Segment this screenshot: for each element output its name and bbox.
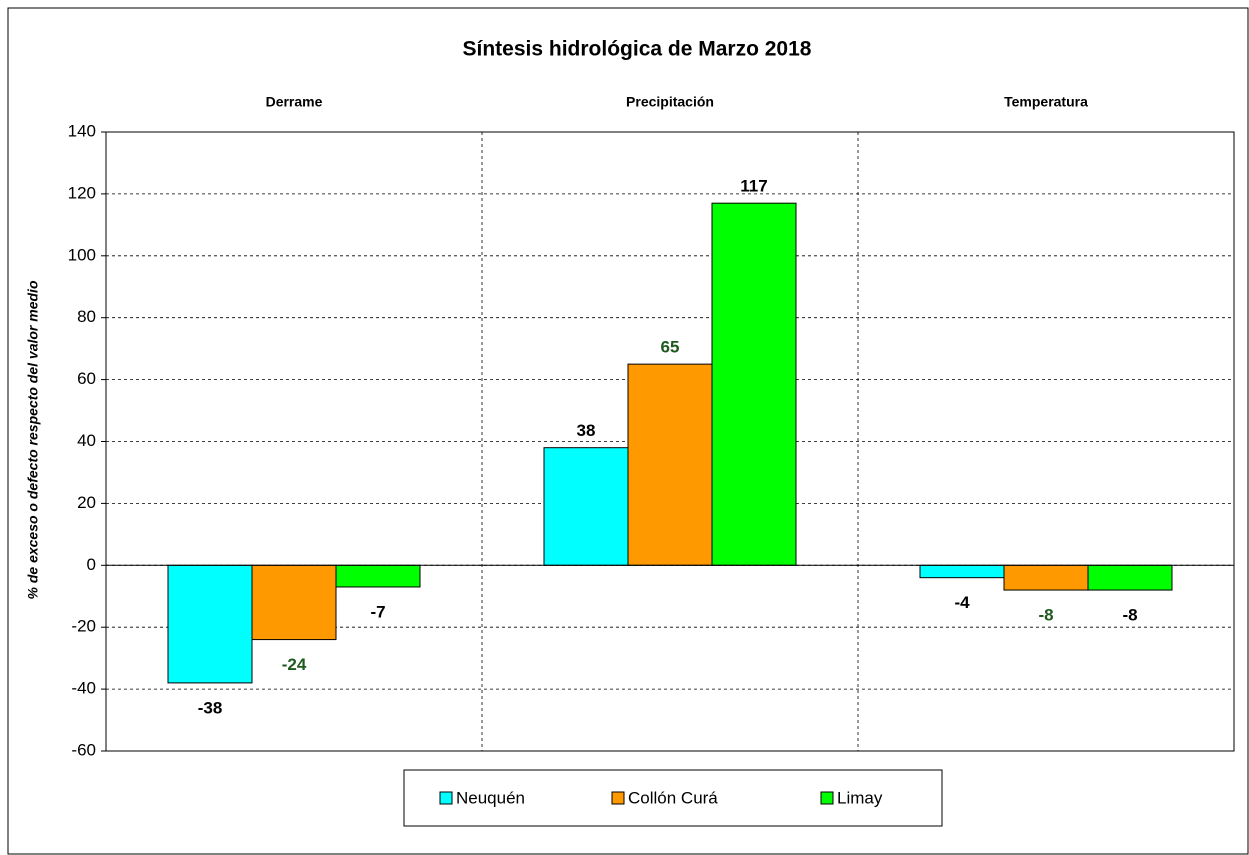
- y-tick-label: -40: [71, 679, 96, 698]
- category-label: Precipitación: [626, 94, 714, 110]
- bar: [167, 564, 253, 684]
- legend-swatch: [611, 791, 625, 805]
- y-tick-label: 20: [77, 493, 96, 512]
- category-label: Derrame: [266, 94, 323, 110]
- y-tick-label: 80: [77, 307, 96, 326]
- data-label: 117: [740, 177, 767, 196]
- y-tick-label: -20: [71, 617, 96, 636]
- data-label: -24: [282, 655, 307, 674]
- data-label: 38: [577, 421, 596, 440]
- y-tick-label: 0: [87, 555, 96, 574]
- y-tick-label: 60: [77, 369, 96, 388]
- y-tick-label: 100: [68, 245, 96, 264]
- data-label: -8: [1038, 606, 1053, 625]
- legend-label: Neuquén: [456, 788, 525, 807]
- legend-swatch: [439, 791, 453, 805]
- data-label: -38: [198, 698, 223, 717]
- y-tick-label: 120: [68, 183, 96, 202]
- y-axis-label: % de exceso o defecto respecto del valor…: [25, 280, 41, 599]
- legend-label: Limay: [837, 788, 883, 807]
- plot-border: [105, 131, 1235, 752]
- y-tick-label: 140: [68, 121, 96, 140]
- bar: [335, 564, 421, 588]
- legend-box: [403, 769, 943, 827]
- legend-swatch: [820, 791, 834, 805]
- bar: [543, 447, 629, 566]
- category-label: Temperatura: [1004, 94, 1088, 110]
- data-label: -8: [1122, 606, 1137, 625]
- bar: [1003, 564, 1089, 591]
- bar: [711, 202, 797, 566]
- y-tick-label: -60: [71, 740, 96, 759]
- legend-label: Collón Curá: [628, 788, 718, 807]
- data-label: -4: [954, 593, 970, 612]
- bar: [251, 564, 337, 641]
- bar: [1087, 564, 1173, 591]
- bar: [919, 564, 1005, 579]
- data-label: -7: [370, 602, 385, 621]
- chart-title: Síntesis hidrológica de Marzo 2018: [463, 38, 812, 61]
- data-label: 65: [661, 338, 680, 357]
- y-tick-label: 40: [77, 431, 96, 450]
- bar: [627, 363, 713, 566]
